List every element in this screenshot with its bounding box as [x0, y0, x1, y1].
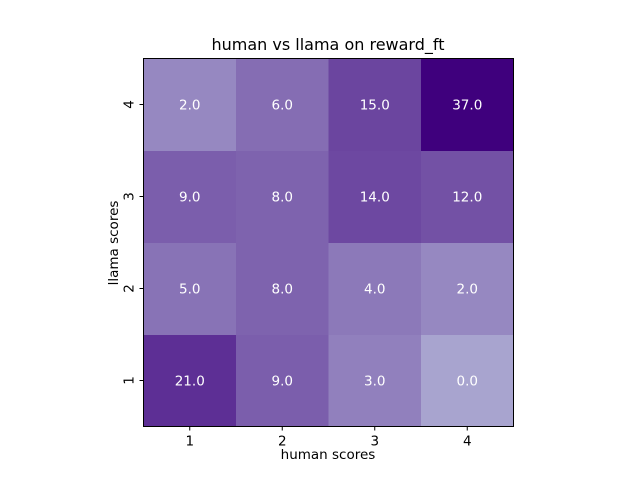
- x-axis-label: human scores: [281, 447, 376, 463]
- heatmap-cell-value: 8.0: [272, 190, 293, 206]
- heatmap-cell-value: 9.0: [179, 190, 200, 206]
- x-tick-label: 2: [278, 434, 287, 450]
- heatmap-cell-value: 12.0: [452, 190, 482, 206]
- x-axis-ticks: 1 2 3 4: [185, 426, 472, 450]
- y-axis-label: llama scores: [106, 201, 122, 286]
- y-tick-label: 2: [122, 284, 138, 293]
- heatmap-cell-value: 3.0: [364, 374, 385, 390]
- heatmap-cells: [143, 58, 514, 427]
- heatmap-cell-labels: 21.0 9.0 3.0 0.0 5.0 8.0 4.0 2.0 9.0 8.0 14.0 12.0 2…: [175, 98, 483, 390]
- x-tick-label: 3: [370, 434, 379, 450]
- x-tick-label: 1: [185, 434, 194, 450]
- y-tick-label: 4: [122, 100, 138, 109]
- heatmap-cell: [421, 150, 514, 243]
- heatmap-cell: [236, 242, 329, 335]
- heatmap-cell-value: 15.0: [360, 98, 390, 114]
- x-tick-label: 4: [463, 434, 472, 450]
- heatmap-cell: [421, 242, 514, 335]
- plot-frame: [143, 58, 514, 427]
- heatmap-cell-value: 21.0: [175, 374, 205, 390]
- heatmap-cell-value: 4.0: [364, 282, 385, 298]
- heatmap-cell-value: 5.0: [179, 282, 200, 298]
- heatmap-cell: [328, 150, 422, 243]
- heatmap-cell: [421, 334, 514, 427]
- heatmap-cell-value: 2.0: [179, 98, 200, 114]
- heatmap-cell: [236, 58, 329, 151]
- heatmap-cell-value: 14.0: [360, 190, 390, 206]
- heatmap-cell: [143, 150, 237, 243]
- heatmap-cell: [328, 242, 422, 335]
- heatmap-cell: [236, 150, 329, 243]
- heatmap-cell-value: 6.0: [272, 98, 293, 114]
- heatmap-cell: [143, 334, 237, 427]
- heatmap-cell-value: 37.0: [452, 98, 482, 114]
- heatmap-cell: [328, 334, 422, 427]
- chart-title: human vs llama on reward_ft: [211, 35, 444, 55]
- heatmap-cell: [421, 58, 514, 151]
- y-tick-label: 1: [122, 376, 138, 385]
- heatmap-cell: [236, 334, 329, 427]
- heatmap-cell-value: 8.0: [272, 282, 293, 298]
- heatmap-cell-value: 9.0: [272, 374, 293, 390]
- y-axis-ticks: 1 2 3 4: [122, 100, 144, 385]
- heatmap-cell: [143, 242, 237, 335]
- heatmap-cell-value: 2.0: [457, 282, 478, 298]
- heatmap-cell: [328, 58, 422, 151]
- heatmap-cell: [143, 58, 237, 151]
- y-tick-label: 3: [122, 192, 138, 201]
- heatmap-cell-value: 0.0: [457, 374, 478, 390]
